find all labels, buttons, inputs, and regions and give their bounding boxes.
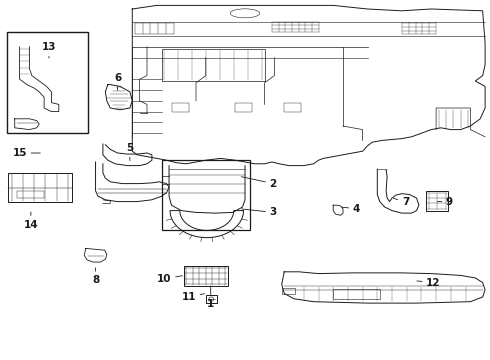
Bar	[235, 103, 252, 112]
Text: 2: 2	[242, 177, 277, 189]
Text: 4: 4	[342, 204, 360, 214]
Bar	[284, 103, 301, 112]
Text: 10: 10	[157, 274, 182, 284]
Text: 3: 3	[242, 207, 277, 217]
Bar	[8, 173, 72, 202]
Text: 12: 12	[417, 278, 441, 288]
Text: 13: 13	[42, 42, 56, 58]
Bar	[162, 160, 250, 230]
Bar	[17, 191, 44, 198]
Bar	[172, 103, 189, 112]
Bar	[184, 266, 228, 286]
Text: 9: 9	[438, 197, 453, 207]
Bar	[333, 289, 380, 299]
Text: 15: 15	[12, 148, 40, 158]
Text: 11: 11	[181, 292, 204, 302]
Bar	[7, 32, 88, 133]
Text: 5: 5	[126, 143, 133, 161]
Text: 1: 1	[207, 286, 214, 309]
Bar	[282, 288, 295, 294]
Text: 8: 8	[92, 268, 99, 285]
Bar	[162, 49, 265, 81]
Text: 6: 6	[114, 73, 121, 90]
Text: 7: 7	[393, 197, 409, 207]
Bar	[206, 295, 217, 303]
Text: 14: 14	[24, 212, 38, 230]
Bar	[426, 191, 448, 211]
